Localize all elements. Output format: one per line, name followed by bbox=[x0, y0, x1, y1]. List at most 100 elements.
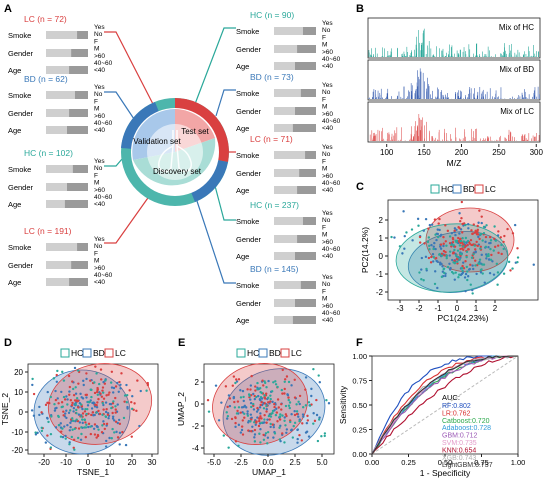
scatter-point bbox=[464, 260, 467, 263]
row-label-gender: Gender bbox=[236, 45, 262, 54]
scatter-point bbox=[46, 390, 49, 394]
scatter-point bbox=[78, 421, 82, 424]
scatter-point bbox=[283, 380, 286, 384]
scatter-point bbox=[243, 416, 246, 419]
scatter-point bbox=[410, 228, 414, 231]
proportion-bar bbox=[274, 217, 316, 225]
scatter-point bbox=[250, 418, 253, 421]
plot-frame bbox=[27, 363, 159, 455]
scatter-point bbox=[105, 422, 109, 426]
scatter-point bbox=[485, 224, 488, 227]
scatter-point bbox=[61, 370, 64, 374]
scatter-point bbox=[96, 425, 99, 429]
category-label: >60 bbox=[94, 265, 105, 272]
legend-entry: BD bbox=[93, 348, 105, 358]
plot-frame bbox=[387, 199, 539, 301]
scatter-point bbox=[114, 408, 117, 411]
scatter-point bbox=[226, 414, 230, 418]
scatter-point bbox=[285, 428, 289, 431]
scatter-point bbox=[62, 379, 66, 382]
legend-title: AUC: bbox=[442, 393, 460, 402]
scatter-point bbox=[500, 252, 503, 256]
scatter-point bbox=[80, 405, 84, 408]
group-block-right-bd-top: BD (n = 73) Smoke Gender Age YesNoFM>6040~60… bbox=[236, 72, 341, 133]
scatter-point bbox=[479, 247, 482, 250]
scatter-point bbox=[80, 426, 83, 429]
scatter-point bbox=[479, 271, 483, 274]
scatter-point bbox=[80, 415, 83, 418]
scatter-point bbox=[40, 411, 43, 414]
scatter-point bbox=[503, 234, 506, 238]
scatter-point bbox=[68, 393, 71, 396]
scatter-point bbox=[54, 398, 58, 402]
scatter-point bbox=[315, 398, 318, 402]
scatter-point bbox=[269, 415, 273, 418]
scatter-point bbox=[422, 279, 425, 282]
row-label-gender: Gender bbox=[236, 107, 262, 116]
scatter-point bbox=[62, 395, 66, 399]
scatter-point bbox=[87, 412, 90, 415]
y-tick-label: 1.00 bbox=[352, 352, 367, 361]
y-tick-label: -2 bbox=[376, 288, 384, 297]
scatter-point bbox=[138, 424, 141, 428]
scatter-point bbox=[442, 244, 445, 248]
x-tick-label: 150 bbox=[417, 148, 431, 157]
scatter-point bbox=[293, 396, 297, 399]
y-tick-label: 0 bbox=[195, 400, 200, 409]
scatter-point bbox=[295, 412, 299, 416]
scatter-point bbox=[64, 434, 67, 438]
scatter-point bbox=[123, 400, 126, 403]
scatter-point bbox=[60, 430, 63, 433]
scatter-point bbox=[93, 433, 97, 436]
scatter-point bbox=[283, 392, 286, 395]
scatter-point bbox=[60, 401, 64, 404]
scatter-point bbox=[34, 431, 37, 434]
scatter-point bbox=[48, 401, 51, 405]
x-axis-label: PC1(24.23%) bbox=[437, 313, 488, 323]
scatter-point bbox=[259, 428, 262, 431]
scatter-point bbox=[451, 241, 455, 244]
scatter-point bbox=[85, 412, 88, 416]
scatter-point bbox=[432, 255, 436, 259]
scatter-point bbox=[244, 406, 248, 409]
scatter-point bbox=[122, 416, 126, 420]
scatter-point bbox=[296, 441, 299, 444]
scatter-point bbox=[465, 241, 468, 244]
scatter-point bbox=[403, 247, 406, 250]
scatter-point bbox=[296, 428, 300, 431]
scatter-point bbox=[469, 238, 473, 242]
scatter-point bbox=[116, 421, 120, 425]
scatter-point bbox=[301, 422, 304, 425]
scatter-point bbox=[77, 369, 80, 372]
scatter-point bbox=[100, 395, 104, 398]
scatter-point bbox=[130, 407, 134, 411]
scatter-point bbox=[471, 264, 474, 267]
scatter-point bbox=[464, 289, 467, 293]
scatter-point bbox=[470, 243, 473, 247]
category-label: <40 bbox=[322, 125, 333, 132]
scatter-point bbox=[112, 386, 116, 390]
scatter-point bbox=[85, 377, 88, 381]
legend-swatch bbox=[60, 348, 70, 358]
proportion-bar-segment bbox=[71, 261, 88, 269]
scatter-point bbox=[281, 368, 284, 372]
proportion-bar-segment bbox=[67, 126, 88, 134]
scatter-point bbox=[278, 438, 282, 441]
category-label: F bbox=[322, 96, 326, 103]
scatter-point bbox=[255, 395, 258, 399]
scatter-point bbox=[118, 422, 122, 426]
panel-e-umap: -5.0 -2.5 0.0 2.5 5.0 2 0 -2 -4 UMAP_1 UMAP_2 HC BD L… bbox=[176, 348, 335, 477]
scatter-point bbox=[263, 397, 267, 400]
scatter-point bbox=[93, 423, 97, 426]
scatter-point bbox=[420, 278, 423, 281]
scatter-point bbox=[433, 282, 437, 286]
legend-entry: BD bbox=[463, 184, 475, 194]
scatter-point bbox=[459, 256, 462, 259]
legend-entry: XGB:0.743 bbox=[442, 455, 476, 462]
group-title: LC (n = 72) bbox=[24, 14, 67, 24]
scatter-point bbox=[125, 393, 129, 397]
proportion-bar-segment bbox=[300, 89, 316, 97]
spectrum-frame bbox=[367, 59, 541, 101]
scatter-point bbox=[114, 385, 118, 388]
scatter-point bbox=[434, 270, 437, 273]
